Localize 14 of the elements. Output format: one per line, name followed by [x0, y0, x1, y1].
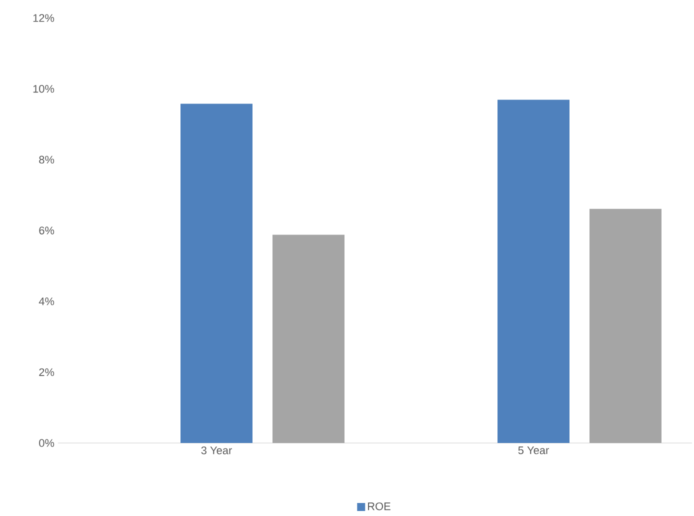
bar [180, 104, 253, 444]
y-tick-label: 6% [39, 226, 54, 235]
x-tick-label: 3 Year [201, 446, 232, 454]
bar [498, 100, 570, 444]
x-tick-label: 5 Year [518, 446, 549, 454]
legend-label: ROE [368, 502, 390, 510]
y-tick-label: 0% [39, 439, 54, 448]
y-tick-label: 2% [39, 368, 54, 376]
y-tick-label: 4% [38, 298, 54, 306]
y-tick-label: 10% [33, 85, 54, 93]
bar [272, 234, 345, 444]
y-tick-label: 12% [33, 14, 54, 22]
bar [590, 209, 662, 444]
y-tick-label: 8% [39, 156, 54, 164]
